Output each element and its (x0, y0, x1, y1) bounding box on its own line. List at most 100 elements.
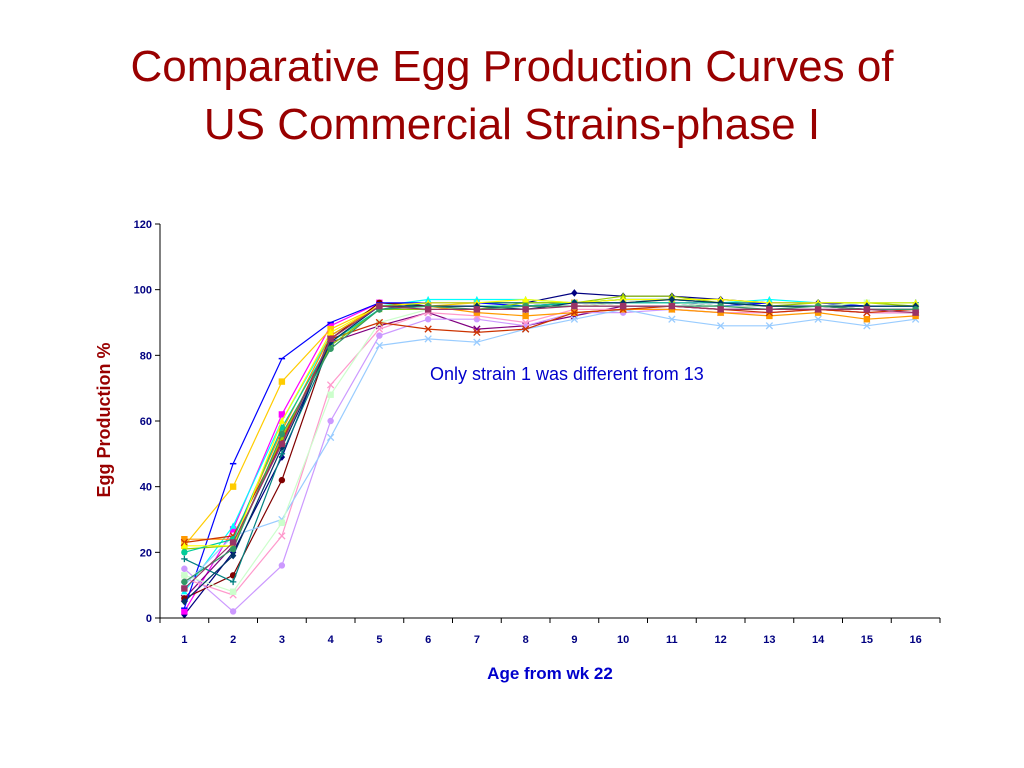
series-14 (180, 302, 920, 547)
data-point (229, 526, 237, 533)
data-point (229, 539, 237, 546)
x-tick-label: 5 (376, 634, 382, 646)
data-point (668, 295, 676, 304)
data-point (327, 328, 334, 336)
x-axis-title: Age from wk 22 (487, 664, 613, 683)
data-point (229, 578, 237, 586)
x-tick-label: 2 (230, 634, 236, 646)
series-line (183, 298, 916, 547)
data-point (765, 322, 774, 330)
data-point (424, 316, 432, 323)
data-point (522, 312, 529, 320)
series-line (183, 298, 916, 603)
x-tick-label: 16 (910, 634, 922, 646)
data-point (619, 302, 627, 310)
data-point (181, 542, 188, 549)
series-line (184, 298, 916, 583)
data-point (278, 519, 286, 526)
data-point (278, 378, 286, 385)
data-point (326, 381, 335, 389)
series-line (184, 305, 916, 540)
chart-annotation: Only strain 1 was different from 13 (430, 364, 704, 384)
data-point (668, 306, 676, 313)
x-tick-label: 14 (812, 634, 825, 646)
data-point (473, 338, 481, 346)
data-point (327, 338, 334, 346)
data-point (473, 328, 481, 337)
series-16 (181, 299, 919, 556)
data-point (181, 608, 188, 615)
series-line (184, 308, 916, 596)
data-point (327, 332, 334, 339)
data-point (521, 318, 530, 327)
series-line (183, 292, 916, 616)
slide-title: Comparative Egg Production Curves of US … (0, 38, 1024, 154)
data-point (278, 562, 286, 569)
data-point (473, 306, 481, 313)
data-point (327, 391, 334, 398)
data-point (376, 332, 383, 339)
data-point (229, 608, 237, 615)
data-point (375, 318, 384, 327)
x-tick-label: 9 (571, 634, 577, 646)
data-point (278, 476, 286, 484)
data-point (327, 417, 334, 425)
series-line (184, 302, 916, 593)
x-tick-label: 6 (425, 634, 431, 646)
data-point (278, 417, 286, 424)
data-point (424, 325, 432, 333)
series-9 (181, 306, 919, 615)
data-point (521, 325, 530, 333)
data-point (376, 302, 383, 310)
data-point (181, 610, 188, 619)
series-4 (181, 295, 919, 595)
data-point (278, 430, 286, 438)
data-point (278, 450, 286, 458)
data-point (424, 306, 432, 313)
data-point (522, 306, 529, 313)
data-point (570, 315, 579, 323)
data-point (278, 411, 286, 418)
y-tick-label: 0 (146, 613, 152, 625)
data-point (181, 578, 188, 586)
series-line (184, 302, 916, 599)
data-point (912, 309, 919, 316)
y-tick-label: 120 (134, 219, 152, 231)
data-point (717, 306, 724, 313)
data-point (327, 335, 334, 343)
data-point (375, 325, 384, 333)
data-point (181, 565, 188, 572)
data-point (181, 536, 188, 543)
data-point (278, 532, 286, 540)
data-point (668, 315, 676, 323)
data-point (327, 322, 334, 329)
data-point (229, 522, 237, 529)
slide-title-line-1: Comparative Egg Production Curves of (130, 42, 894, 91)
series-line (184, 295, 916, 550)
data-point (717, 309, 724, 316)
x-tick-label: 3 (279, 634, 285, 646)
y-tick-label: 60 (140, 416, 152, 428)
data-point (229, 551, 237, 560)
x-tick-label: 12 (715, 634, 727, 646)
series-line (183, 308, 916, 586)
series-2 (181, 299, 919, 615)
y-tick-label: 40 (140, 482, 152, 494)
data-point (814, 309, 822, 316)
data-point (181, 549, 188, 556)
series-6 (181, 299, 919, 602)
data-point (668, 302, 676, 310)
series-1 (181, 289, 919, 619)
data-point (863, 322, 871, 330)
series-line (183, 302, 916, 609)
data-point (278, 427, 286, 435)
y-axis-title: Egg Production % (94, 343, 114, 498)
series-line (183, 305, 916, 589)
data-point (424, 335, 432, 343)
data-point (766, 295, 773, 303)
data-point (327, 345, 334, 352)
data-point (473, 316, 481, 323)
data-point (181, 572, 188, 579)
